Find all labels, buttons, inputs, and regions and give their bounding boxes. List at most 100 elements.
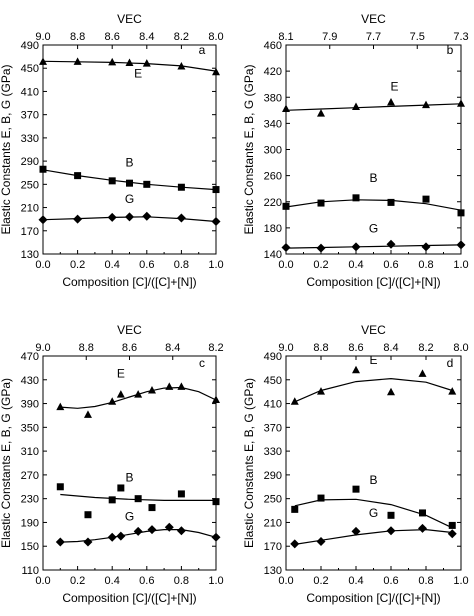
top-tick-label: 7.3 xyxy=(453,31,468,43)
y-tick-label: 310 xyxy=(21,446,39,458)
data-point-E xyxy=(418,369,427,377)
data-point-G xyxy=(386,239,396,249)
data-point-E xyxy=(177,382,186,390)
data-point-B xyxy=(108,496,116,504)
data-point-G xyxy=(386,526,396,536)
data-point-G xyxy=(421,242,431,252)
y-tick-label: 170 xyxy=(264,541,282,553)
series-B: B xyxy=(56,470,220,519)
data-point-G xyxy=(211,532,221,542)
y-tick-label: 290 xyxy=(21,156,39,168)
curve-label-E: E xyxy=(117,367,125,381)
data-point-G xyxy=(316,536,326,546)
data-point-B xyxy=(212,186,220,194)
y-tick-label: 350 xyxy=(21,422,39,434)
data-point-E xyxy=(290,397,299,405)
x-tick-label: 0.4 xyxy=(105,259,120,271)
top-tick-label: 8.8 xyxy=(70,31,85,43)
data-point-G xyxy=(281,242,291,252)
top-tick-label: 7.9 xyxy=(322,31,337,43)
y-tick-label: 300 xyxy=(264,145,282,157)
y-tick-label: 410 xyxy=(21,86,39,98)
panel-label: b xyxy=(447,43,454,57)
series-G: G xyxy=(38,192,221,226)
x-tick-label: 0.8 xyxy=(418,575,433,587)
y-tick-label: 450 xyxy=(264,375,282,387)
data-point-B xyxy=(177,490,185,498)
data-point-B xyxy=(177,183,185,191)
top-tick-label: 8.6 xyxy=(105,31,120,43)
data-point-B xyxy=(352,194,360,202)
y-axis-title: Elastic Constants E, B, G (GPa) xyxy=(0,378,13,548)
x-tick-label: 0.6 xyxy=(383,259,398,271)
top-tick-label: 7.5 xyxy=(410,31,425,43)
x-tick-label: 0.4 xyxy=(348,259,363,271)
data-point-G xyxy=(176,213,186,223)
y-tick-label: 110 xyxy=(21,565,39,577)
x-tick-label: 0.0 xyxy=(35,259,50,271)
y-tick-label: 370 xyxy=(21,110,39,122)
y-tick-label: 410 xyxy=(264,399,282,411)
top-tick-label: 8.6 xyxy=(122,342,137,354)
y-tick-label: 140 xyxy=(264,249,282,261)
panel-label: a xyxy=(199,43,206,57)
x-tick-label: 0.0 xyxy=(278,575,293,587)
curve-label-G: G xyxy=(369,506,378,520)
data-point-G xyxy=(290,539,300,549)
data-point-B xyxy=(126,179,133,187)
plot-frame xyxy=(285,355,462,571)
panel-label: c xyxy=(199,356,205,370)
top-tick-label: 8.1 xyxy=(278,31,293,43)
fit-curve-B xyxy=(294,498,453,529)
series-B: B xyxy=(282,171,465,217)
y-tick-label: 250 xyxy=(21,179,39,191)
data-point-G xyxy=(456,240,466,250)
series-B: B xyxy=(39,155,220,194)
data-point-B xyxy=(117,484,125,492)
data-point-G xyxy=(164,522,174,532)
data-point-E xyxy=(352,365,360,374)
data-point-B xyxy=(134,495,142,503)
x-tick-label: 0.0 xyxy=(35,575,50,587)
curve-label-G: G xyxy=(369,221,378,235)
x-axis-title: Composition [C]/([C]+[N]) xyxy=(306,275,440,289)
y-tick-label: 450 xyxy=(21,63,39,75)
y-tick-label: 460 xyxy=(264,40,282,52)
x-tick-label: 0.6 xyxy=(139,575,154,587)
curve-label-B: B xyxy=(125,470,133,484)
x-tick-label: 1.0 xyxy=(208,259,223,271)
y-tick-label: 180 xyxy=(264,223,282,235)
x-tick-label: 0.8 xyxy=(418,259,433,271)
data-point-B xyxy=(74,172,82,180)
data-point-G xyxy=(133,526,143,536)
y-tick-label: 230 xyxy=(21,494,39,506)
y-tick-label: 330 xyxy=(264,446,282,458)
data-point-B xyxy=(387,511,395,519)
top-tick-label: 8.2 xyxy=(174,31,189,43)
top-tick-label: 8.4 xyxy=(139,31,154,43)
curve-label-B: B xyxy=(369,473,377,487)
top-tick-label: 9.0 xyxy=(278,342,293,354)
curve-label-G: G xyxy=(125,509,134,523)
data-point-B xyxy=(387,198,395,206)
series-E: E xyxy=(56,367,220,418)
y-tick-label: 430 xyxy=(21,375,39,387)
data-point-G xyxy=(38,215,48,225)
data-point-E xyxy=(352,102,360,111)
data-point-E xyxy=(422,100,430,109)
data-point-B xyxy=(56,483,64,491)
x-tick-label: 1.0 xyxy=(453,575,468,587)
top-axis-title: VEC xyxy=(361,323,386,337)
y-tick-label: 330 xyxy=(21,133,39,145)
top-tick-label: 8.4 xyxy=(165,342,180,354)
data-point-G xyxy=(316,243,326,253)
y-tick-label: 380 xyxy=(264,92,282,104)
series-G: G xyxy=(290,506,457,549)
data-point-B xyxy=(84,511,92,519)
y-tick-label: 270 xyxy=(21,470,39,482)
y-tick-label: 210 xyxy=(264,517,282,529)
y-tick-label: 340 xyxy=(264,118,282,130)
x-tick-label: 0.8 xyxy=(174,259,189,271)
data-point-B xyxy=(282,202,290,210)
y-tick-label: 250 xyxy=(264,494,282,506)
